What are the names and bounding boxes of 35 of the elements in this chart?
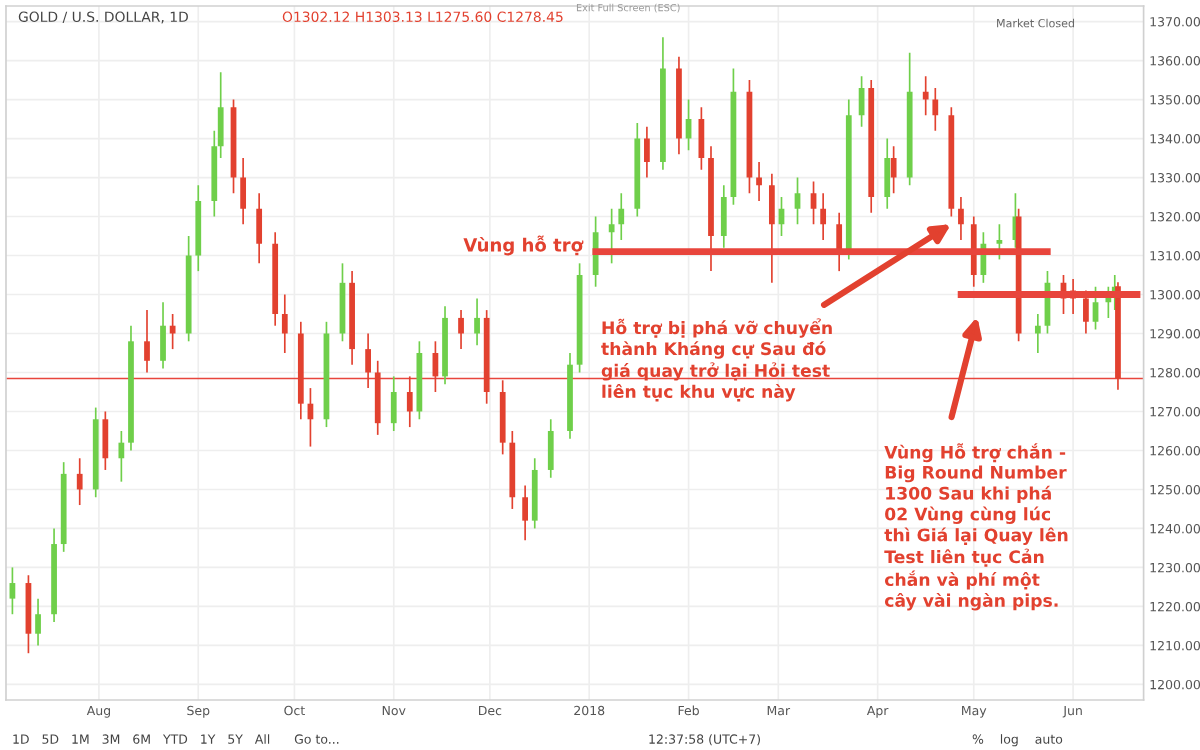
candlestick [958, 196, 964, 241]
candlestick [474, 297, 480, 347]
candlestick [768, 172, 775, 284]
candlestick [698, 106, 705, 171]
candlestick [281, 293, 288, 354]
candlestick [240, 157, 247, 226]
candlestick [458, 309, 464, 350]
candlestick [1034, 313, 1041, 354]
candlestick [608, 207, 615, 265]
candlestick [720, 184, 727, 249]
candlestick [390, 375, 397, 432]
candlestick [160, 301, 166, 370]
candlestick [102, 410, 109, 471]
annotation: Vùng hỗ trợ [463, 235, 584, 256]
candlestick [820, 192, 827, 241]
candlestick [547, 418, 554, 479]
candlestick [169, 313, 176, 350]
candlestick [932, 87, 939, 132]
candlestick [365, 332, 371, 389]
candlestick [144, 309, 150, 374]
candlestick [644, 126, 650, 179]
candlestick [406, 375, 413, 428]
candlestick [996, 223, 1003, 261]
candlestick [35, 597, 41, 647]
candlestick [256, 192, 263, 265]
candlestick [76, 457, 83, 506]
candlestick [118, 430, 125, 483]
candlestick [756, 161, 762, 202]
candlestick [890, 145, 897, 194]
candlestick [618, 192, 625, 241]
candlestick [522, 484, 529, 541]
candlestick [884, 137, 891, 210]
annotation: Vùng Hỗ trợ chắn - Big Round Number 1300 Sau khi phá 02 Vùng cùng lúc thì Giá lại Quay lên Test liên tục Cản chắn và phí một cây vài ngàn pips. [884, 443, 1068, 611]
annotation: Hỗ trợ bị phá vỡ chuyển thành Kháng cự Sau đó giá quay trở lại Hỏi test liên tục khu vực này [601, 318, 832, 402]
candlestick [922, 75, 929, 117]
